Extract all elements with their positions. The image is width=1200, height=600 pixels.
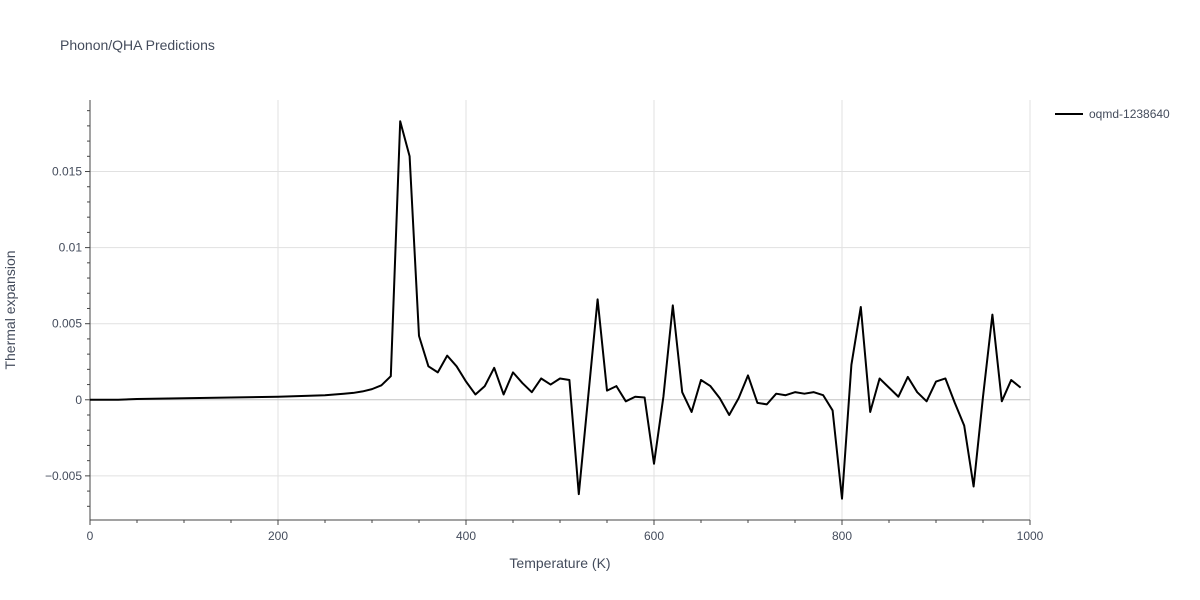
x-tick-label: 0 bbox=[87, 529, 94, 543]
tick-labels: 0 200 400 600 800 1000 −0.005 0 0.005 0.01 0.015 bbox=[45, 165, 1044, 543]
x-tick-label: 600 bbox=[644, 529, 664, 543]
y-tick-label: 0 bbox=[75, 393, 82, 407]
minor-ticks bbox=[85, 110, 1031, 525]
legend[interactable]: oqmd-1238640 bbox=[1055, 107, 1170, 121]
y-tick-label: −0.005 bbox=[45, 469, 82, 483]
grid-lines bbox=[90, 100, 1031, 520]
x-tick-label: 400 bbox=[456, 529, 476, 543]
x-axis-title: Temperature (K) bbox=[509, 555, 610, 571]
legend-label: oqmd-1238640 bbox=[1089, 107, 1170, 121]
series-line bbox=[90, 120, 1022, 500]
x-tick-label: 800 bbox=[832, 529, 852, 543]
y-tick-label: 0.005 bbox=[52, 317, 82, 331]
y-tick-label: 0.01 bbox=[59, 241, 83, 255]
x-tick-label: 200 bbox=[268, 529, 288, 543]
axes bbox=[89, 100, 1030, 521]
y-axis-title: Thermal expansion bbox=[2, 250, 18, 369]
series-layer bbox=[90, 120, 1022, 500]
chart-title: Phonon/QHA Predictions bbox=[60, 37, 215, 53]
x-tick-label: 1000 bbox=[1017, 529, 1044, 543]
y-tick-label: 0.015 bbox=[52, 165, 82, 179]
